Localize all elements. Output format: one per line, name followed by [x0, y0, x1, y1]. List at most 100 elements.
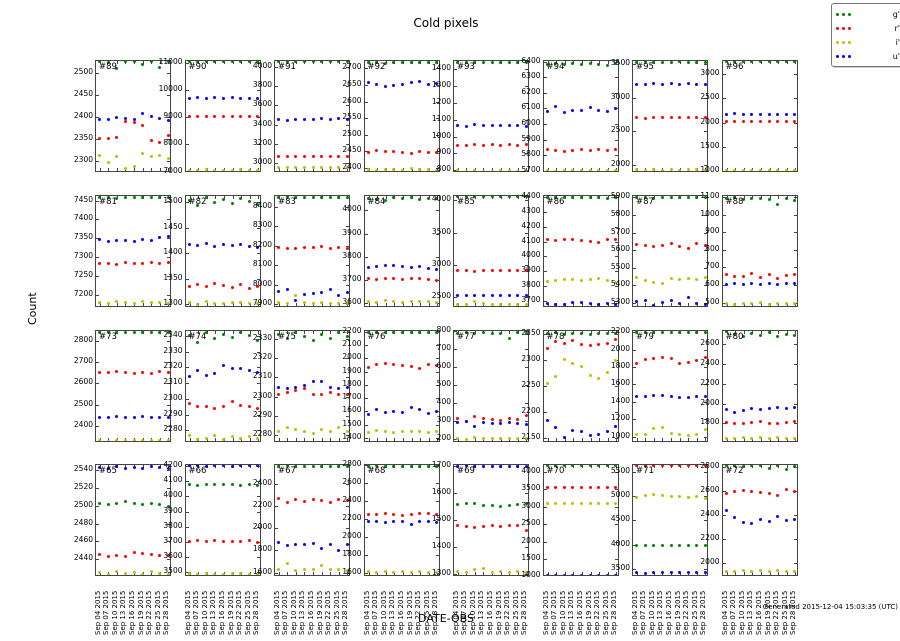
data-point-u: [524, 465, 528, 468]
data-point-u: [392, 409, 396, 413]
data-point-i: [678, 278, 682, 282]
data-point-i: [660, 282, 664, 286]
data-point-g: [507, 61, 511, 64]
data-point-i: [149, 570, 153, 574]
data-point-i: [784, 302, 788, 306]
x-tick: [189, 196, 191, 199]
y-tick: [543, 472, 547, 473]
data-point-i: [328, 568, 332, 572]
x-tick: [240, 303, 242, 306]
y-tick: [435, 118, 439, 119]
data-point-i: [524, 302, 528, 306]
data-point-g: [678, 61, 682, 64]
y-tick: [704, 569, 707, 570]
subplot-title: #79: [636, 332, 654, 342]
data-point-g: [337, 196, 341, 199]
y-tick: [722, 285, 726, 286]
y-tick-label: 1600: [252, 567, 272, 576]
data-point-r: [392, 362, 396, 366]
y-tick: [185, 415, 189, 416]
y-tick: [543, 271, 547, 272]
y-tick: [167, 341, 170, 342]
data-point-u: [285, 118, 289, 122]
x-tick-label: Sep 22 2015: [145, 590, 153, 635]
subplot-85: 2500 3000 3500 4000 #85: [432, 194, 529, 307]
y-tick: [256, 481, 260, 482]
data-point-r: [98, 137, 102, 141]
data-point-i: [614, 169, 618, 171]
data-point-g: [686, 543, 690, 547]
data-point-r: [337, 155, 341, 159]
plot-area: [95, 464, 171, 576]
data-point-r: [132, 371, 136, 375]
subplot-title: #73: [99, 332, 117, 342]
y-tick: [793, 404, 797, 405]
x-tick: [402, 303, 404, 306]
y-tick: [794, 171, 797, 172]
y-tick-label: 800: [436, 164, 451, 173]
data-point-r: [562, 149, 566, 153]
data-point-i: [123, 571, 127, 575]
data-point-i: [187, 301, 191, 305]
y-tick-label: 2600: [700, 485, 720, 494]
y-tick: [364, 118, 368, 119]
data-point-u: [464, 465, 468, 468]
x-tick: [296, 572, 297, 575]
y-tick-label: 5400: [610, 279, 630, 288]
data-point-r: [294, 389, 298, 393]
data-point-r: [741, 275, 745, 279]
data-point-g: [605, 63, 609, 67]
x-tick: [313, 572, 314, 575]
data-point-i: [686, 433, 690, 437]
data-point-r: [196, 539, 200, 543]
y-tick-label: 2200: [521, 406, 541, 415]
data-point-i: [115, 155, 119, 159]
data-point-i: [490, 436, 494, 440]
data-point-r: [669, 357, 673, 361]
data-point-r: [597, 241, 601, 245]
data-point-r: [456, 269, 460, 273]
data-point-i: [222, 168, 225, 171]
y-tick-label: 8200: [252, 240, 272, 249]
data-point-u: [239, 242, 243, 246]
y-tick-label: 4000: [610, 539, 630, 548]
x-tick: [257, 331, 259, 334]
subplot-88: 500 600 700 800 900 1000 1100 #88: [700, 191, 798, 307]
data-point-i: [597, 277, 601, 281]
x-tick: [160, 168, 161, 171]
x-tick: [777, 572, 779, 575]
data-point-r: [652, 356, 656, 360]
data-point-g: [392, 61, 396, 65]
data-point-u: [230, 244, 234, 248]
data-point-r: [733, 274, 737, 278]
plot-area: [542, 330, 619, 442]
x-tick: [160, 303, 161, 306]
data-point-u: [392, 519, 396, 523]
data-point-g: [456, 61, 460, 64]
data-point-r: [196, 115, 200, 119]
y-tick: [256, 253, 260, 254]
data-point-u: [285, 387, 289, 391]
data-point-i: [239, 436, 243, 440]
x-tick-label: Sep 22 2015: [682, 590, 690, 635]
data-point-g: [703, 544, 707, 548]
data-point-u: [98, 415, 102, 419]
data-point-g: [499, 504, 503, 508]
y-tick: [722, 539, 726, 540]
x-tick: [322, 331, 323, 334]
y-tick-label: 500: [436, 379, 451, 388]
x-tick: [760, 303, 762, 306]
data-point-g: [490, 331, 494, 335]
data-point-r: [456, 523, 460, 527]
y-tick: [256, 496, 260, 497]
y-tick: [435, 210, 439, 211]
data-point-g: [635, 61, 639, 64]
data-point-r: [115, 135, 119, 139]
subplot-82: 1300 1350 1400 1450 1500 #82: [163, 195, 261, 307]
y-tick-label: 7450: [73, 195, 93, 204]
data-point-r: [149, 139, 153, 143]
x-tick-label: Sep 13 2015: [477, 590, 485, 635]
data-point-r: [516, 418, 520, 422]
x-tick-label: Sep 22 2015: [413, 590, 422, 635]
